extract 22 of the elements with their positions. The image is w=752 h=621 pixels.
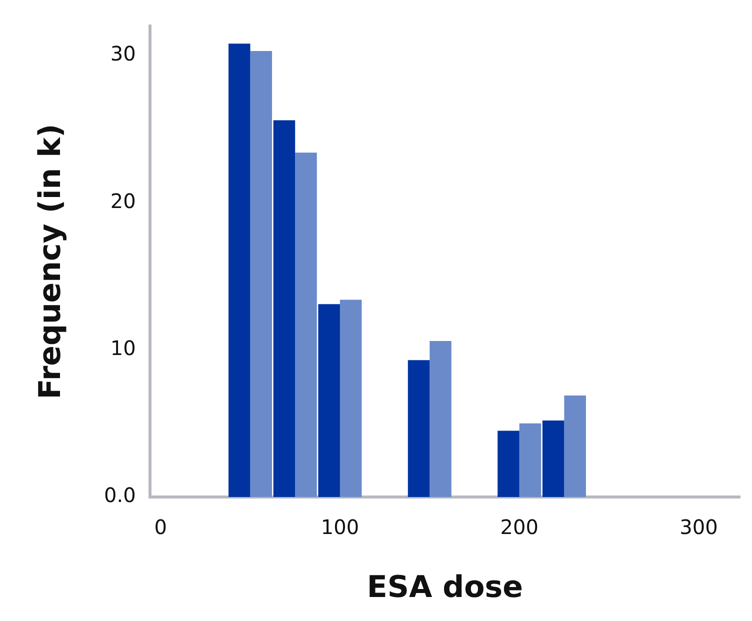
x-tick-label: 100 xyxy=(320,515,360,540)
bar xyxy=(340,300,362,497)
y-tick-label: 0.0 xyxy=(104,483,136,508)
bar xyxy=(564,395,586,497)
x-tick-label: 200 xyxy=(500,515,538,540)
y-tick-label: 20 xyxy=(110,188,136,213)
x-tick-label: 300 xyxy=(680,515,718,540)
bar xyxy=(228,44,250,497)
bar xyxy=(273,120,296,497)
bar xyxy=(519,423,542,497)
x-tick-label: 0 xyxy=(154,515,167,540)
x-axis-title: ESA dose xyxy=(366,570,523,605)
y-tick-label: 10 xyxy=(110,336,136,360)
bar xyxy=(408,360,430,497)
bar xyxy=(430,340,452,497)
y-axis-title: Frequency (in k) xyxy=(32,124,68,400)
y-tick-label: 30 xyxy=(110,42,136,66)
bar xyxy=(295,152,317,497)
bar xyxy=(498,430,520,497)
bar xyxy=(318,304,340,497)
bar xyxy=(250,51,272,497)
bar xyxy=(542,420,564,497)
